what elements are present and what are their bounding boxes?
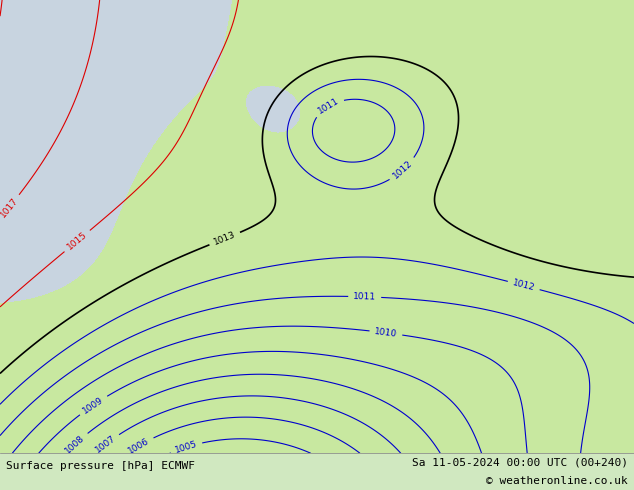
Text: 1009: 1009 xyxy=(81,395,105,416)
Text: 1005: 1005 xyxy=(174,440,198,455)
Text: 1012: 1012 xyxy=(391,159,415,181)
Text: Surface pressure [hPa] ECMWF: Surface pressure [hPa] ECMWF xyxy=(6,461,195,471)
Text: © weatheronline.co.uk: © weatheronline.co.uk xyxy=(486,476,628,486)
Text: 1010: 1010 xyxy=(374,327,398,339)
Text: 1011: 1011 xyxy=(353,292,377,302)
Text: Sa 11-05-2024 00:00 UTC (00+240): Sa 11-05-2024 00:00 UTC (00+240) xyxy=(411,458,628,467)
Text: 1011: 1011 xyxy=(316,97,341,116)
Text: 1008: 1008 xyxy=(63,433,87,455)
Text: 1006: 1006 xyxy=(127,436,151,455)
Text: 1017: 1017 xyxy=(0,196,20,220)
Text: 1013: 1013 xyxy=(212,230,237,247)
Text: 1012: 1012 xyxy=(512,278,536,293)
Text: 1007: 1007 xyxy=(94,434,117,455)
Text: 1015: 1015 xyxy=(65,230,89,252)
